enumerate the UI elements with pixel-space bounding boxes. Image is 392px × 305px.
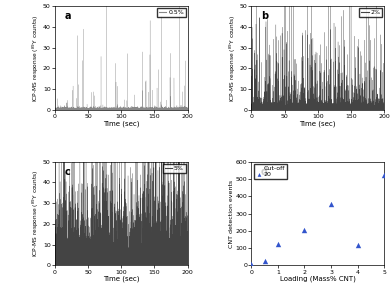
Point [248, 262, 254, 267]
X-axis label: Loading (Mass% CNT): Loading (Mass% CNT) [280, 276, 356, 282]
Point [381, 172, 387, 177]
Point [261, 259, 268, 264]
Point [354, 243, 361, 248]
Y-axis label: CNT detection events: CNT detection events [229, 179, 234, 248]
Legend: 0.5%: 0.5% [157, 8, 186, 17]
Y-axis label: ICP-MS response ($^{89}$Y counts): ICP-MS response ($^{89}$Y counts) [31, 14, 42, 102]
Point [328, 202, 334, 206]
Legend: 2%: 2% [359, 8, 382, 17]
X-axis label: Time (sec): Time (sec) [103, 120, 140, 127]
Text: d: d [261, 167, 268, 177]
Y-axis label: ICP-MS response ($^{89}$Y counts): ICP-MS response ($^{89}$Y counts) [228, 14, 238, 102]
Point [301, 228, 308, 232]
Text: c: c [64, 167, 70, 177]
Point [275, 241, 281, 246]
X-axis label: Time (sec): Time (sec) [299, 120, 336, 127]
Text: b: b [261, 11, 268, 21]
Legend: Cut-off, 20: Cut-off, 20 [254, 164, 287, 179]
Legend: 5%: 5% [163, 163, 186, 173]
X-axis label: Time (sec): Time (sec) [103, 276, 140, 282]
Text: a: a [64, 11, 71, 21]
Y-axis label: ICP-MS response ($^{89}$Y counts): ICP-MS response ($^{89}$Y counts) [31, 170, 42, 257]
